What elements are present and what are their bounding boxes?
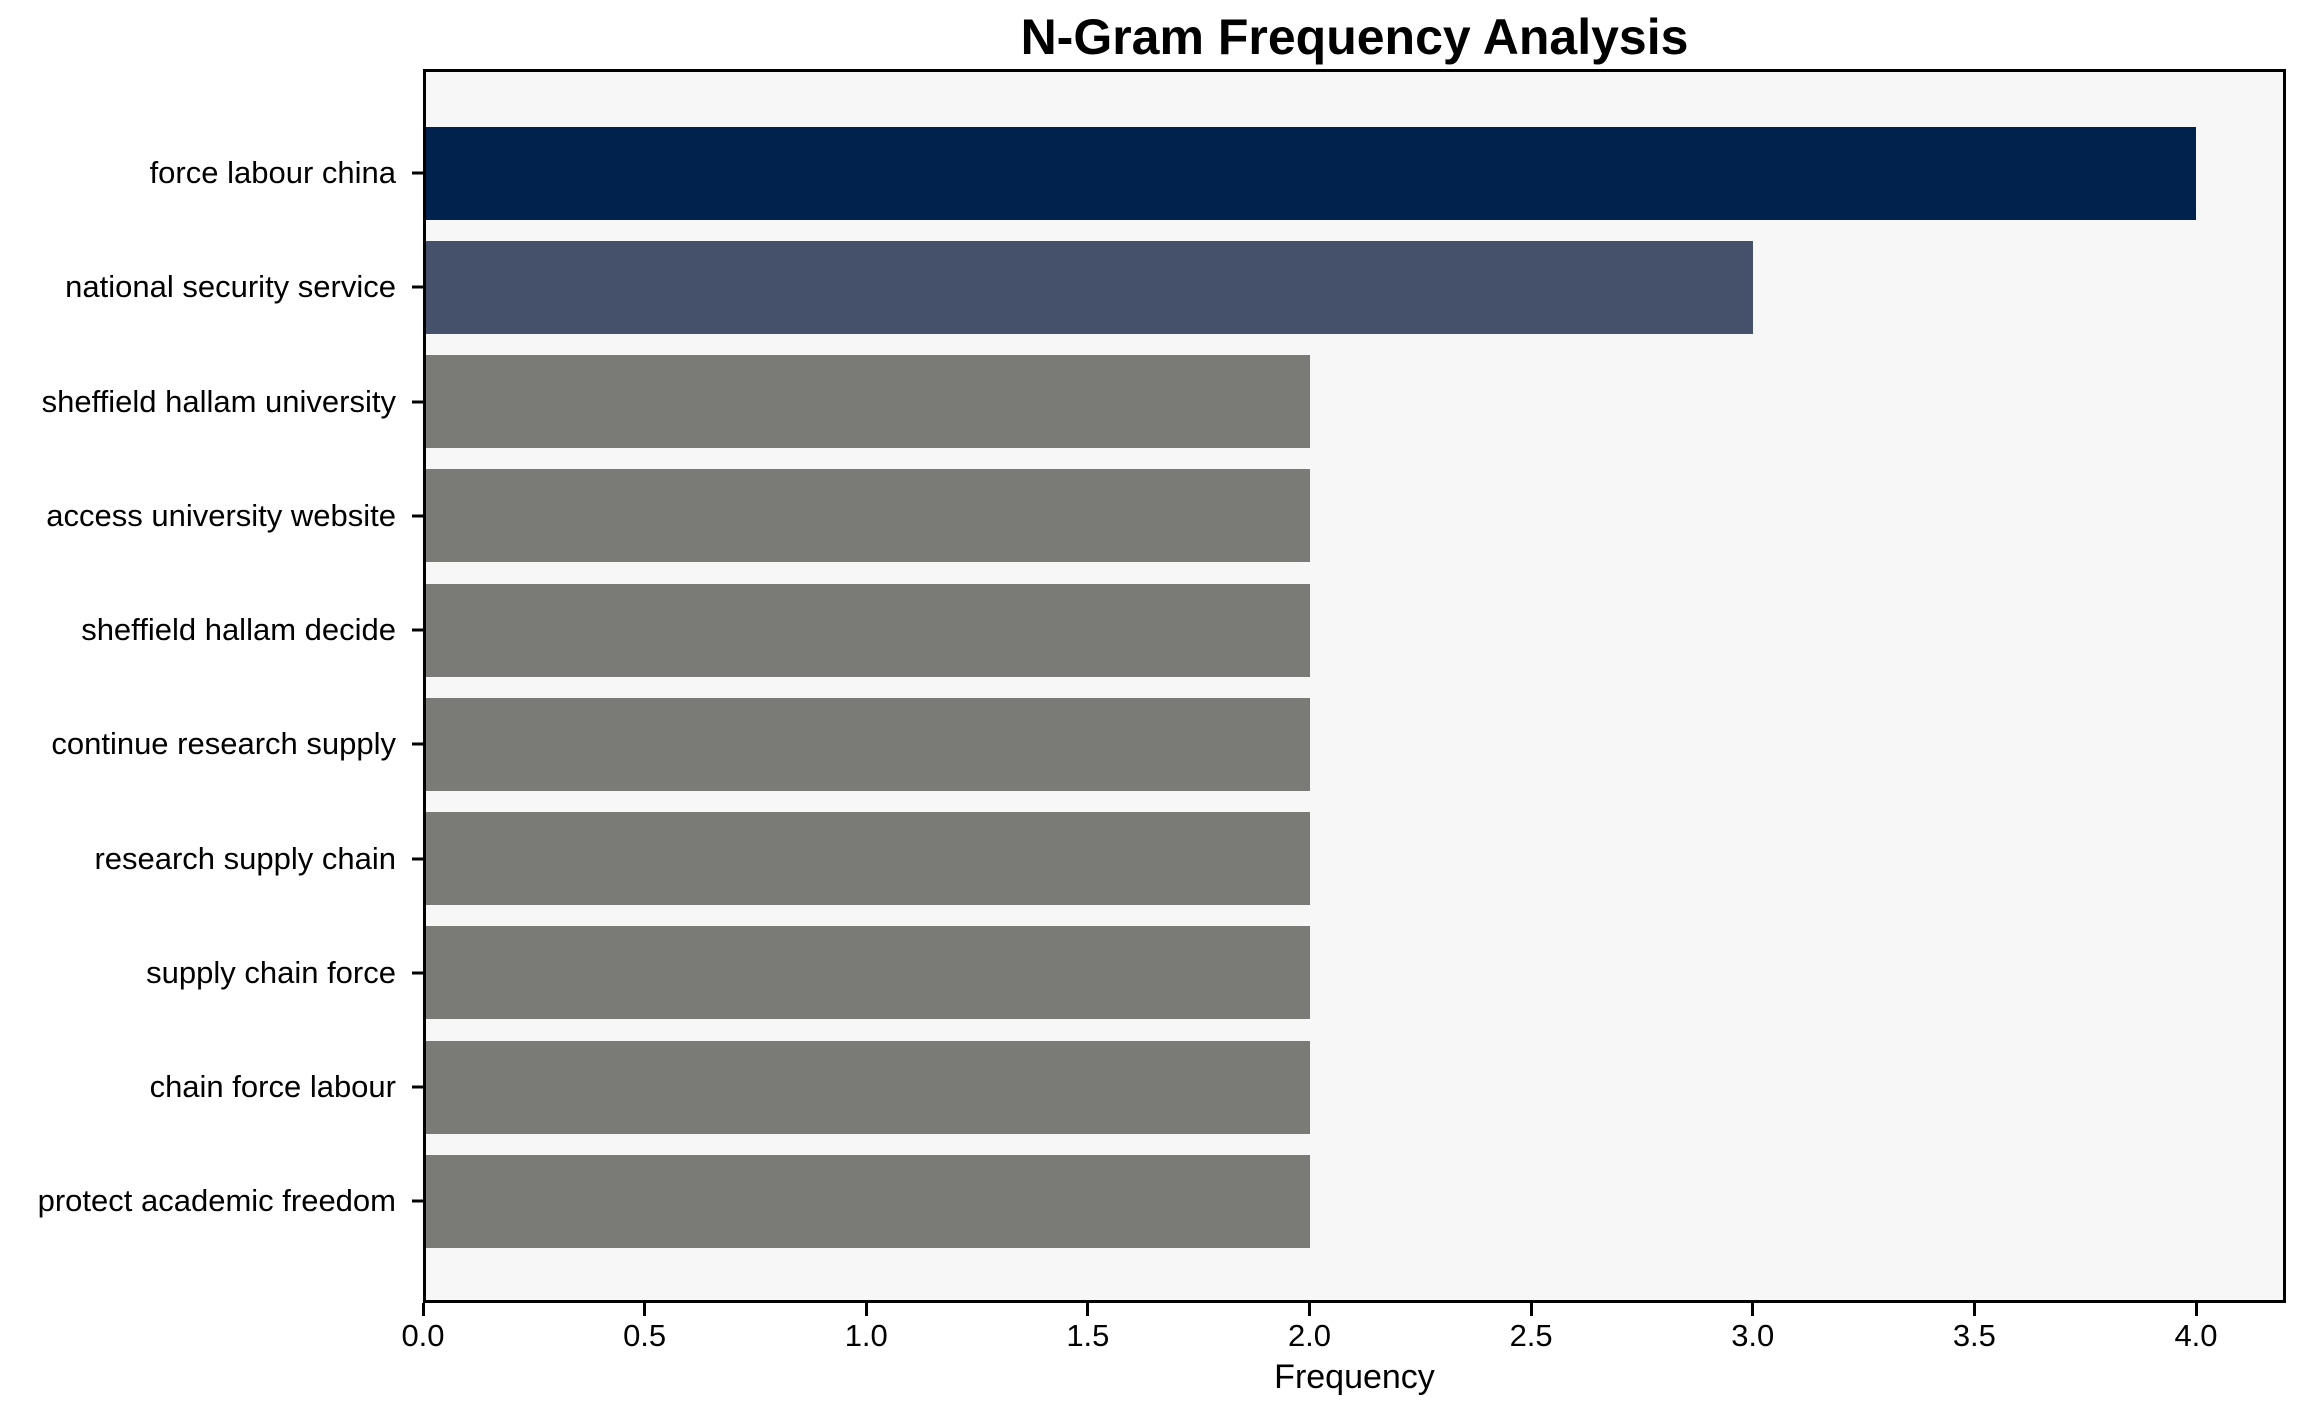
x-tick-label: 3.5: [1952, 1318, 1996, 1353]
x-tick-label: 0.5: [623, 1318, 667, 1353]
bar: [423, 1040, 1310, 1134]
y-tick-label: sheffield hallam decide: [81, 612, 396, 648]
y-tick-label: research supply chain: [94, 840, 396, 876]
x-tick-mark: [643, 1303, 647, 1316]
chart-title: N-Gram Frequency Analysis: [1020, 9, 1689, 65]
y-tick-mark: [412, 514, 423, 518]
bar: [423, 926, 1310, 1020]
x-tick-mark: [864, 1303, 868, 1316]
x-tick-mark: [1086, 1303, 1090, 1316]
y-tick-mark: [412, 1085, 423, 1089]
bar: [423, 697, 1310, 791]
y-tick-label: continue research supply: [51, 726, 396, 762]
y-tick-mark: [412, 628, 423, 632]
x-tick-mark: [2194, 1303, 2198, 1316]
y-tick-mark: [412, 400, 423, 404]
bar: [423, 355, 1310, 449]
x-tick-label: 4.0: [2174, 1318, 2218, 1353]
x-tick-label: 0.0: [401, 1318, 445, 1353]
y-tick-label: protect academic freedom: [37, 1183, 396, 1219]
x-tick-mark: [1529, 1303, 1533, 1316]
bar: [423, 1154, 1310, 1248]
x-tick-label: 1.0: [844, 1318, 888, 1353]
x-tick-mark: [1308, 1303, 1311, 1316]
y-tick-label: national security service: [65, 269, 396, 305]
x-tick-label: 2.5: [1509, 1318, 1553, 1353]
x-axis-label: Frequency: [1274, 1358, 1435, 1396]
bar: [423, 469, 1310, 563]
y-tick-mark: [412, 742, 423, 746]
plot-area: [423, 69, 2286, 1303]
y-tick-mark: [412, 857, 423, 861]
y-tick-mark: [412, 171, 423, 175]
x-tick-label: 1.5: [1066, 1318, 1110, 1353]
bar: [423, 240, 1753, 334]
y-tick-label: supply chain force: [146, 954, 396, 990]
bar: [423, 126, 2196, 220]
x-tick-label: 3.0: [1731, 1318, 1775, 1353]
y-tick-mark: [412, 285, 423, 289]
x-tick-mark: [1972, 1303, 1976, 1316]
x-tick-mark: [421, 1303, 425, 1316]
y-tick-label: chain force labour: [149, 1069, 396, 1105]
y-tick-mark: [412, 1199, 423, 1203]
x-tick-mark: [1751, 1303, 1755, 1316]
x-tick-label: 2.0: [1287, 1318, 1332, 1353]
bar: [423, 812, 1310, 906]
y-tick-label: sheffield hallam university: [41, 383, 396, 419]
y-tick-mark: [412, 971, 423, 975]
bar: [423, 583, 1310, 677]
y-tick-label: access university website: [46, 497, 396, 533]
y-tick-label: force labour china: [149, 155, 396, 191]
